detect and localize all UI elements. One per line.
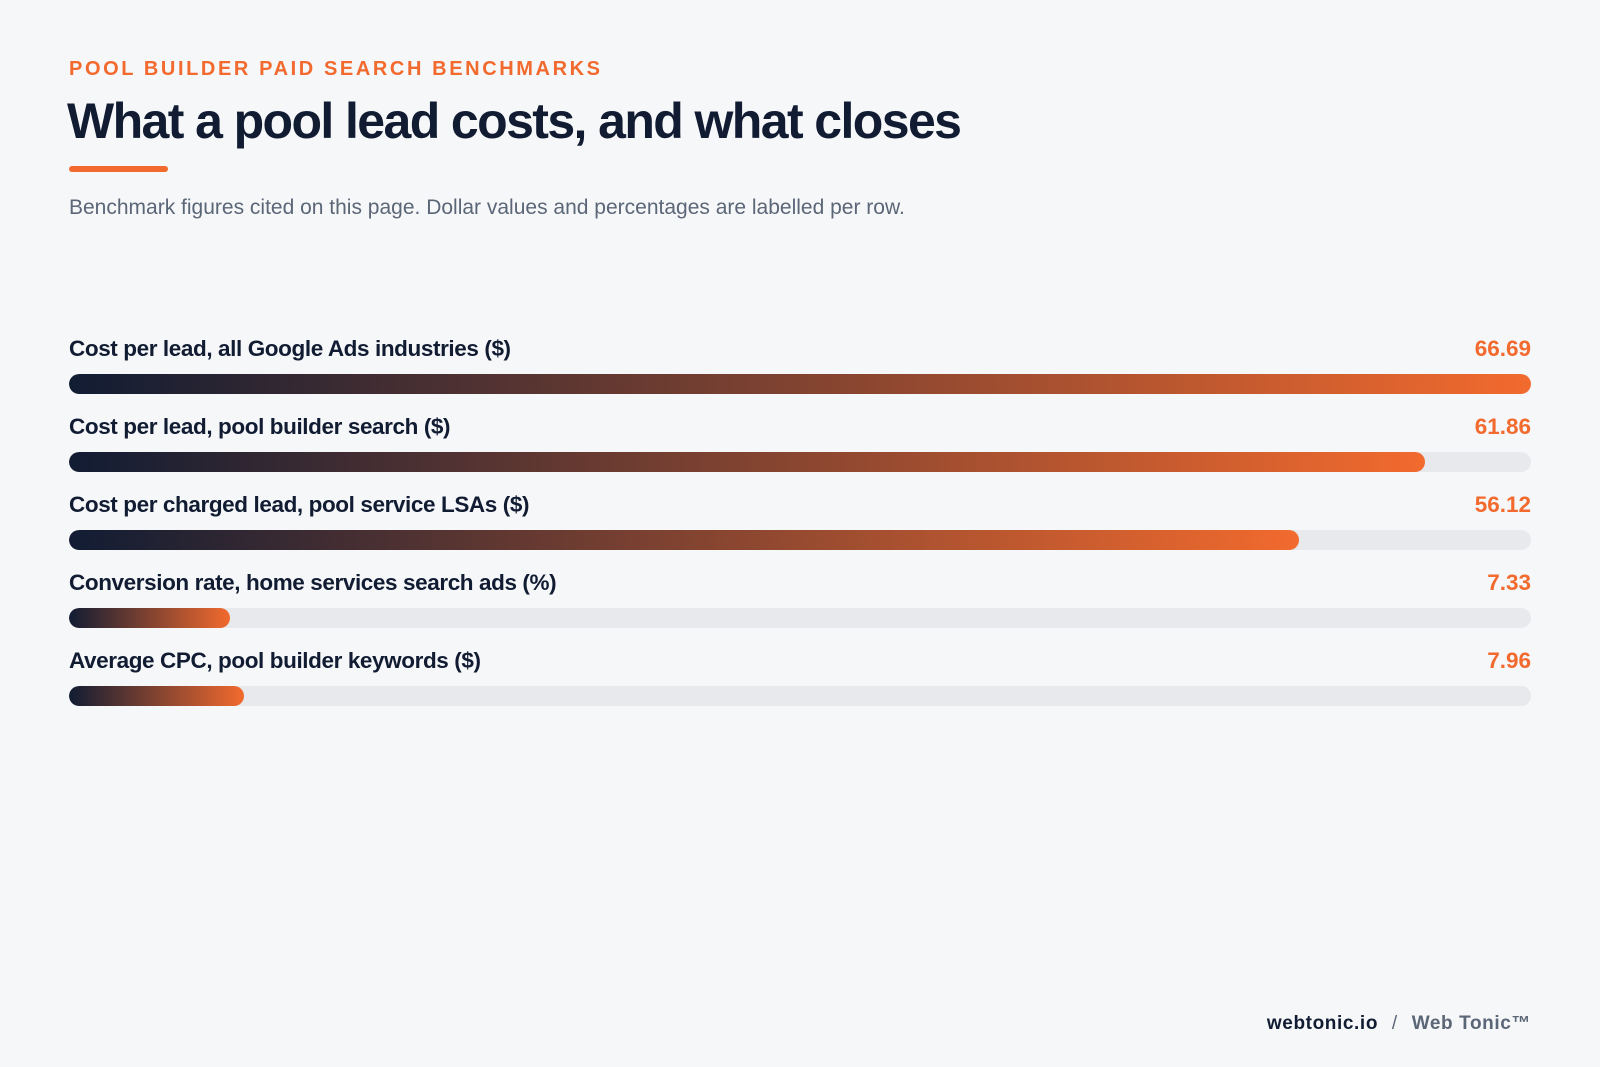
footer-brand: Web Tonic™ [1411,1013,1531,1034]
bar-row: Cost per lead, pool builder search ($) 6… [69,414,1531,492]
bar-value-label: 7.33 [1487,570,1531,595]
bar-row: Cost per lead, all Google Ads industries… [69,336,1531,414]
bar-label: Cost per charged lead, pool service LSAs… [69,492,530,517]
bar-track [69,374,1531,394]
bar-fill [69,608,230,628]
bar-value-label: 56.12 [1474,492,1531,517]
bar-chart: Cost per lead, all Google Ads industries… [69,336,1531,726]
title-accent-rule [69,166,168,172]
bar-track [69,530,1531,550]
footer-attribution: webtonic.io / Web Tonic™ [1267,1013,1531,1035]
bar-track [69,452,1531,472]
bar-label: Conversion rate, home services search ad… [69,570,557,595]
footer-site: webtonic.io [1266,1013,1379,1034]
bar-fill [69,452,1426,472]
eyebrow-label: POOL BUILDER PAID SEARCH BENCHMARKS [69,58,603,80]
bar-label: Cost per lead, pool builder search ($) [69,414,451,439]
bar-value-label: 66.69 [1474,336,1531,361]
bar-row: Cost per charged lead, pool service LSAs… [69,492,1531,570]
bar-fill [69,530,1300,550]
bar-label: Average CPC, pool builder keywords ($) [69,648,481,673]
bar-fill [69,686,244,706]
bar-label: Cost per lead, all Google Ads industries… [69,336,511,361]
footer-separator: / [1391,1013,1398,1034]
bar-row: Average CPC, pool builder keywords ($) 7… [69,648,1531,726]
page-title: What a pool lead costs, and what closes [67,93,962,149]
bar-row: Conversion rate, home services search ad… [69,570,1531,648]
page-subtitle: Benchmark figures cited on this page. Do… [69,196,905,219]
bar-fill [69,374,1531,394]
bar-value-label: 7.96 [1487,648,1531,673]
bar-track [69,608,1531,628]
bar-value-label: 61.86 [1474,414,1531,439]
bar-track [69,686,1531,706]
